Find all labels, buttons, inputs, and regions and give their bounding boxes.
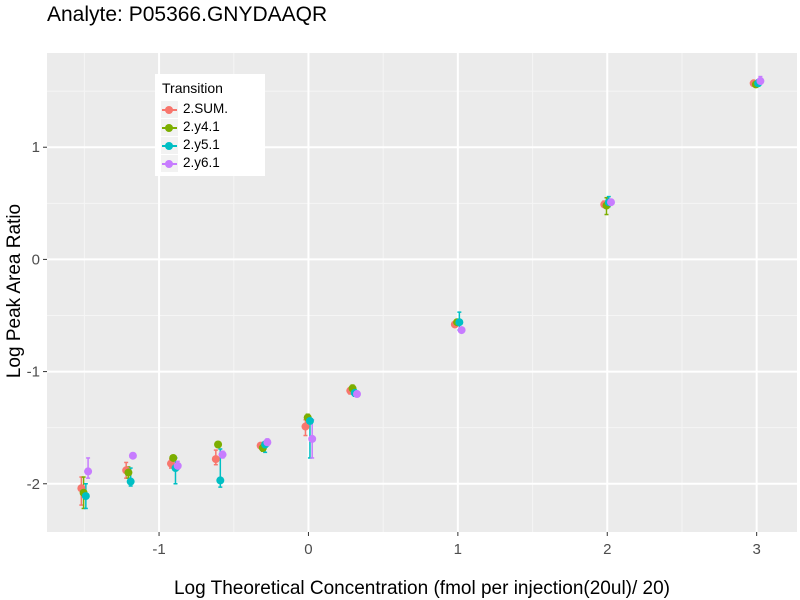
legend-key-icon — [161, 101, 178, 118]
data-point — [129, 452, 137, 460]
data-point — [455, 318, 463, 326]
data-point — [82, 492, 90, 500]
data-point — [169, 454, 177, 462]
x-axis-label: Log Theoretical Concentration (fmol per … — [47, 578, 797, 600]
data-point — [212, 455, 220, 463]
y-tick-label: 1 — [32, 139, 40, 156]
y-tick-label: 0 — [32, 251, 40, 268]
data-point — [306, 417, 314, 425]
legend-label: 2.y5.1 — [183, 137, 220, 152]
legend-item-y4: 2.y4.1 — [161, 119, 261, 137]
legend-title: Transition — [162, 80, 223, 96]
y-axis-label: Log Peak Area Ratio — [4, 166, 26, 416]
chart-title: Analyte: P05366.GNYDAAQR — [47, 3, 327, 27]
y-tick-label: -1 — [27, 364, 40, 381]
data-point — [756, 77, 764, 85]
data-point — [84, 467, 92, 475]
legend: Transition 2.SUM. 2.y4.1 2.y5.1 2.y6.1 — [155, 74, 265, 176]
x-tick-label: 1 — [454, 541, 462, 558]
data-point — [308, 435, 316, 443]
legend-key-icon — [161, 155, 178, 172]
data-point — [353, 390, 361, 398]
legend-label: 2.y4.1 — [183, 119, 220, 134]
data-point — [127, 478, 135, 486]
x-tick-label: 2 — [603, 541, 611, 558]
data-point — [263, 438, 271, 446]
data-point — [458, 326, 466, 334]
data-point — [214, 441, 222, 449]
legend-item-y6: 2.y6.1 — [161, 155, 261, 173]
x-tick-label: 3 — [752, 541, 760, 558]
data-point — [124, 469, 132, 477]
legend-item-sum: 2.SUM. — [161, 101, 261, 119]
legend-key-icon — [161, 137, 178, 154]
x-tick-label: 0 — [304, 541, 312, 558]
y-tick-label: -2 — [27, 476, 40, 493]
legend-label: 2.SUM. — [183, 101, 228, 116]
data-point — [607, 198, 615, 206]
data-point — [174, 462, 182, 470]
legend-label: 2.y6.1 — [183, 155, 220, 170]
data-point — [216, 476, 224, 484]
x-axis-ticks: -1 0 1 2 3 — [152, 532, 760, 558]
legend-item-y5: 2.y5.1 — [161, 137, 261, 155]
x-tick-label: -1 — [152, 541, 165, 558]
y-axis-ticks: -2 -1 0 1 — [27, 139, 47, 493]
legend-key-icon — [161, 119, 178, 136]
data-point — [219, 451, 227, 459]
